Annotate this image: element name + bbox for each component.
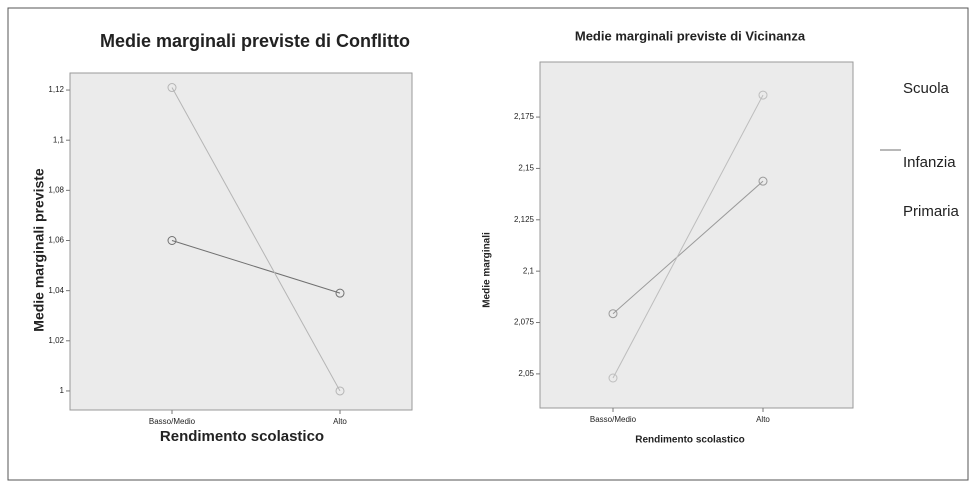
x-tick-label: Alto xyxy=(333,417,347,426)
chart-title: Medie marginali previste di Vicinanza xyxy=(575,28,806,43)
y-axis-label: Medie marginali previste xyxy=(31,168,47,332)
chart-title: Medie marginali previste di Conflitto xyxy=(100,31,410,51)
point-marker xyxy=(758,176,768,186)
y-tick-label: 1,02 xyxy=(48,336,64,345)
point-marker xyxy=(167,235,177,245)
x-tick-label: Basso/Medio xyxy=(590,415,637,424)
y-tick-label: 2,05 xyxy=(518,369,534,378)
point-marker xyxy=(335,288,345,298)
y-tick-label: 1,06 xyxy=(48,236,64,245)
plot-area xyxy=(69,72,413,411)
x-tick-label: Basso/Medio xyxy=(149,417,196,426)
y-tick-label: 2,1 xyxy=(523,266,535,275)
y-tick-label: 1,08 xyxy=(48,185,64,194)
legend-title: Scuola xyxy=(903,80,950,97)
series-line xyxy=(612,180,764,315)
plot-area xyxy=(539,61,854,409)
point-marker xyxy=(608,309,618,319)
y-tick-label: 1 xyxy=(60,386,65,395)
y-axis-label: Medie marginali xyxy=(482,232,493,308)
frame xyxy=(7,7,969,481)
x-axis-label: Rendimento scolastico xyxy=(635,435,744,446)
point-marker xyxy=(167,83,177,93)
y-tick-label: 1,04 xyxy=(48,286,64,295)
x-axis-label: Rendimento scolastico xyxy=(160,428,324,445)
y-tick-label: 2,125 xyxy=(514,215,535,224)
y-tick-label: 1,1 xyxy=(53,135,65,144)
series-line xyxy=(171,87,341,392)
series-line xyxy=(171,240,341,294)
point-marker xyxy=(758,90,768,100)
series-line xyxy=(612,94,764,379)
y-tick-label: 1,12 xyxy=(48,85,64,94)
legend-label: Infanzia xyxy=(903,154,956,171)
point-marker xyxy=(608,373,618,383)
y-tick-label: 2,175 xyxy=(514,112,535,121)
point-marker xyxy=(335,386,345,396)
x-tick-label: Alto xyxy=(756,415,770,424)
legend-label: Primaria xyxy=(903,203,959,220)
y-tick-label: 2,15 xyxy=(518,164,534,173)
y-tick-label: 2,075 xyxy=(514,318,535,327)
